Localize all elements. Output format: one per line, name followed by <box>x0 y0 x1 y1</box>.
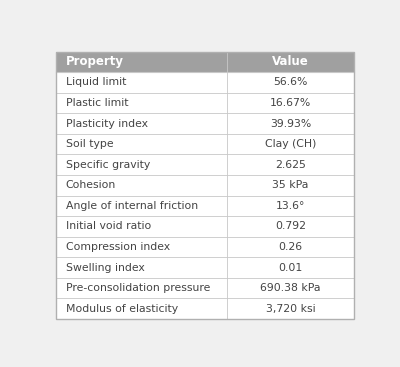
Text: 0.26: 0.26 <box>278 242 303 252</box>
Text: 3,720 ksi: 3,720 ksi <box>266 304 315 314</box>
Text: Angle of internal friction: Angle of internal friction <box>66 201 198 211</box>
Text: Pre-consolidation pressure: Pre-consolidation pressure <box>66 283 210 293</box>
Text: Initial void ratio: Initial void ratio <box>66 221 151 231</box>
Text: Swelling index: Swelling index <box>66 262 144 273</box>
Bar <box>56 52 354 72</box>
Text: Plasticity index: Plasticity index <box>66 119 148 128</box>
Text: Plastic limit: Plastic limit <box>66 98 128 108</box>
Text: 56.6%: 56.6% <box>273 77 308 87</box>
Text: Clay (CH): Clay (CH) <box>265 139 316 149</box>
Text: Liquid limit: Liquid limit <box>66 77 126 87</box>
Text: Cohesion: Cohesion <box>66 180 116 190</box>
Text: 39.93%: 39.93% <box>270 119 311 128</box>
Text: 2.625: 2.625 <box>275 160 306 170</box>
Text: Modulus of elasticity: Modulus of elasticity <box>66 304 178 314</box>
Text: Soil type: Soil type <box>66 139 113 149</box>
Text: 35 kPa: 35 kPa <box>272 180 309 190</box>
Text: Specific gravity: Specific gravity <box>66 160 150 170</box>
Text: 13.6°: 13.6° <box>276 201 305 211</box>
Text: Value: Value <box>272 55 309 68</box>
Text: Property: Property <box>66 55 124 68</box>
Text: 0.01: 0.01 <box>278 262 303 273</box>
Text: 16.67%: 16.67% <box>270 98 311 108</box>
Text: 0.792: 0.792 <box>275 221 306 231</box>
Text: 690.38 kPa: 690.38 kPa <box>260 283 321 293</box>
Text: Compression index: Compression index <box>66 242 170 252</box>
